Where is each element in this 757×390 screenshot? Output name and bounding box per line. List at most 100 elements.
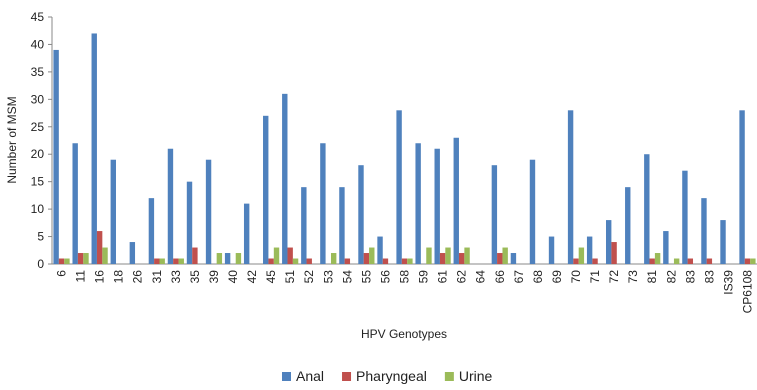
y-tick-label: 10 bbox=[31, 202, 45, 216]
x-tick-label: 72 bbox=[607, 270, 621, 284]
x-tick-label: 26 bbox=[131, 270, 145, 284]
x-tick-label: 70 bbox=[569, 270, 583, 284]
x-tick-label: 18 bbox=[112, 270, 126, 284]
bar bbox=[320, 143, 326, 264]
bar bbox=[739, 110, 745, 264]
bar bbox=[205, 159, 212, 264]
bar bbox=[96, 231, 103, 264]
bar bbox=[453, 137, 459, 264]
x-tick-label: 59 bbox=[417, 270, 431, 284]
y-tick-label: 0 bbox=[37, 257, 44, 271]
bar bbox=[173, 258, 179, 264]
x-tick-label: 33 bbox=[169, 270, 183, 284]
x-tick-label: CP6108 bbox=[740, 270, 754, 314]
x-tick-label: IS39 bbox=[721, 270, 735, 295]
bar bbox=[605, 220, 612, 264]
y-axis-title: Number of MSM bbox=[5, 96, 19, 183]
legend-swatch bbox=[342, 372, 352, 381]
bar bbox=[339, 187, 345, 264]
bar bbox=[330, 253, 337, 264]
bar bbox=[159, 258, 165, 264]
y-tick-label: 25 bbox=[31, 120, 45, 134]
bar bbox=[464, 247, 470, 264]
bar bbox=[292, 258, 299, 264]
legend-label: Urine bbox=[459, 368, 493, 384]
x-tick-label: 16 bbox=[93, 270, 107, 284]
bar bbox=[529, 159, 536, 264]
y-tick-label: 15 bbox=[31, 175, 45, 189]
bar bbox=[654, 253, 661, 264]
bar bbox=[64, 258, 70, 264]
y-tick-label: 20 bbox=[31, 147, 45, 161]
x-tick-label: 66 bbox=[493, 270, 507, 284]
bar bbox=[644, 154, 650, 264]
bar bbox=[154, 258, 160, 264]
bar bbox=[415, 143, 421, 264]
x-tick-label: 45 bbox=[264, 270, 278, 284]
x-tick-label: 64 bbox=[474, 270, 488, 284]
bar bbox=[663, 231, 669, 264]
x-tick-label: 42 bbox=[245, 270, 259, 284]
y-tick-label: 5 bbox=[37, 230, 44, 244]
bar bbox=[129, 242, 136, 264]
x-tick-label: 67 bbox=[512, 270, 526, 284]
y-tick-label: 30 bbox=[31, 92, 45, 106]
bar bbox=[720, 220, 726, 264]
bar bbox=[434, 148, 440, 264]
bar bbox=[687, 258, 694, 264]
bar bbox=[178, 258, 184, 264]
bar bbox=[273, 247, 280, 264]
x-tick-label: 62 bbox=[455, 270, 469, 284]
x-tick-label: 35 bbox=[188, 270, 202, 284]
bar bbox=[445, 247, 451, 264]
legend-swatch bbox=[282, 372, 291, 381]
bar bbox=[611, 242, 617, 264]
legend-label: Anal bbox=[296, 368, 324, 384]
bar bbox=[192, 247, 198, 264]
bar bbox=[586, 236, 593, 264]
bar bbox=[216, 253, 223, 264]
x-tick-label: 83 bbox=[683, 270, 697, 284]
bar bbox=[491, 165, 498, 264]
x-tick-label: 81 bbox=[645, 270, 659, 284]
bar bbox=[363, 253, 370, 264]
bar bbox=[167, 148, 174, 264]
bar bbox=[701, 198, 707, 264]
x-tick-label: 56 bbox=[378, 270, 392, 284]
x-tick-label: 6 bbox=[55, 270, 69, 277]
bar bbox=[263, 115, 269, 264]
x-axis-title: HPV Genotypes bbox=[361, 327, 447, 341]
bar bbox=[102, 247, 108, 264]
bar bbox=[573, 258, 579, 264]
bar bbox=[77, 253, 84, 264]
bar bbox=[306, 258, 312, 264]
bar bbox=[83, 253, 89, 264]
bar bbox=[426, 247, 432, 264]
bar bbox=[706, 258, 713, 264]
bar bbox=[287, 247, 293, 264]
x-tick-label: 51 bbox=[283, 270, 297, 284]
legend-label: Pharyngeal bbox=[356, 368, 427, 384]
x-tick-label: 55 bbox=[359, 270, 373, 284]
x-tick-label: 61 bbox=[436, 270, 450, 284]
bar bbox=[344, 258, 351, 264]
x-tick-label: 39 bbox=[207, 270, 221, 284]
bar bbox=[243, 203, 250, 264]
x-tick-label: 40 bbox=[226, 270, 240, 284]
bar bbox=[682, 170, 688, 264]
x-tick-label: 71 bbox=[588, 270, 602, 284]
bar bbox=[497, 253, 503, 264]
x-tick-label: 68 bbox=[531, 270, 545, 284]
bar bbox=[396, 110, 402, 264]
bar bbox=[58, 258, 65, 264]
bar bbox=[744, 258, 751, 264]
bar bbox=[186, 181, 193, 264]
bar bbox=[377, 236, 383, 264]
x-tick-label: 69 bbox=[550, 270, 564, 284]
bar bbox=[502, 247, 508, 264]
y-tick-label: 45 bbox=[31, 10, 45, 24]
x-tick-label: 83 bbox=[702, 270, 716, 284]
bar bbox=[53, 49, 59, 264]
bar bbox=[358, 165, 364, 264]
